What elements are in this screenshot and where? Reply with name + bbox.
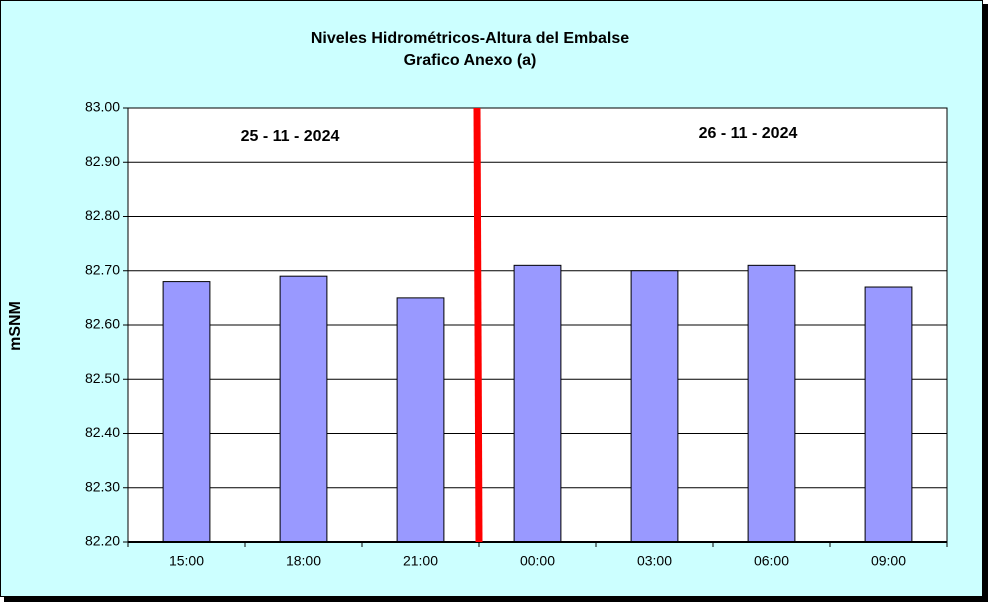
chart-subtitle: Grafico Anexo (a) [404,52,537,69]
x-tick-label: 15:00 [169,553,204,569]
bar [396,297,445,543]
day-divider [473,107,483,543]
bar [513,264,562,543]
bar [279,275,328,543]
y-tick-label: 82.50 [85,370,120,386]
y-tick-label: 82.60 [85,316,120,332]
x-tick-label: 00:00 [520,553,555,569]
date-annotation: 26 - 11 - 2024 [699,125,798,142]
chart-title: Niveles Hidrométricos-Altura del Embalse [311,30,629,47]
y-tick-label: 82.70 [85,261,120,277]
bar [747,264,796,543]
date-annotation: 25 - 11 - 2024 [241,128,340,145]
y-tick-label: 82.80 [85,207,120,223]
x-tick-label: 06:00 [754,553,789,569]
x-tick-label: 03:00 [637,553,672,569]
y-tick-label: 82.40 [85,424,120,440]
y-tick-label: 83.00 [85,99,120,115]
x-tick-label: 18:00 [286,553,321,569]
x-tick-label: 21:00 [403,553,438,569]
y-axis-label: mSNM [7,301,24,351]
y-tick-label: 82.30 [85,478,120,494]
x-tick-label: 09:00 [871,553,906,569]
y-tick-label: 82.90 [85,153,120,169]
bar [162,281,211,543]
y-tick-label: 82.20 [85,533,120,549]
bar [864,286,913,543]
bar [630,270,679,543]
